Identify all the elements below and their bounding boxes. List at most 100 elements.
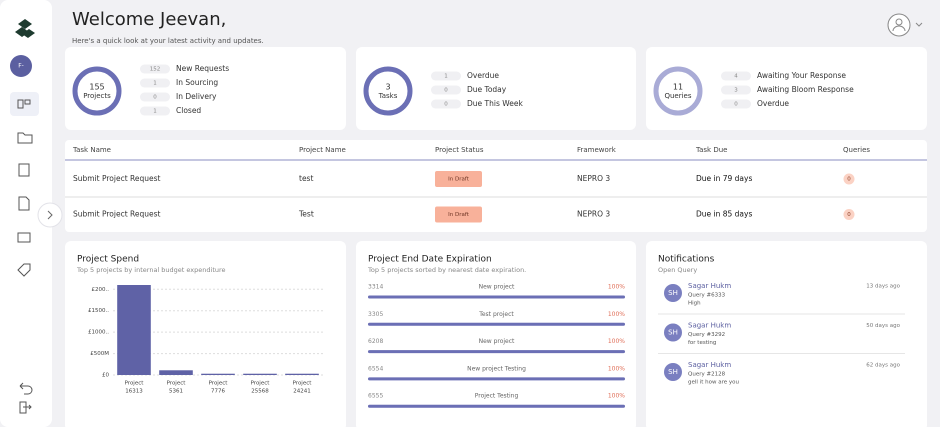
timestamp: 62 days ago bbox=[866, 363, 900, 369]
progress-bar bbox=[368, 350, 625, 354]
x-tick-label: 24241 bbox=[293, 389, 311, 395]
card-title: Project End Date Expiration bbox=[368, 255, 492, 265]
bar bbox=[201, 373, 235, 375]
ring-label: Tasks bbox=[378, 92, 398, 100]
card-subtitle: Top 5 projects by internal budget expend… bbox=[76, 266, 226, 274]
percent-label: 100% bbox=[608, 284, 625, 291]
project-name: New project bbox=[479, 338, 515, 345]
count-pill bbox=[140, 78, 170, 88]
nav-tasks[interactable] bbox=[18, 163, 30, 177]
count-pill bbox=[721, 85, 751, 95]
nav-dashboard[interactable] bbox=[17, 99, 24, 109]
cell: NEPRO 3 bbox=[577, 174, 610, 183]
card-queries bbox=[646, 47, 927, 130]
card-projects bbox=[65, 47, 346, 130]
x-tick-label: Project bbox=[209, 381, 229, 387]
card-subtitle: Top 5 projects sorted by nearest date ex… bbox=[367, 266, 526, 274]
ring-count: 3 bbox=[385, 83, 390, 92]
query-badge bbox=[843, 209, 855, 220]
cell: test bbox=[299, 174, 313, 183]
project-id: 3305 bbox=[368, 311, 383, 318]
project-id: 6555 bbox=[368, 393, 383, 400]
bar bbox=[117, 285, 151, 375]
y-tick-label: £1500.. bbox=[88, 308, 109, 314]
profile-chevron[interactable] bbox=[915, 22, 923, 27]
progress-bar bbox=[368, 377, 625, 381]
column-header: Task Name bbox=[72, 146, 111, 154]
query-count: 0 bbox=[847, 177, 851, 183]
toggle-chevron bbox=[47, 210, 53, 220]
profile-icon bbox=[895, 18, 903, 26]
cell: Due in 79 days bbox=[696, 174, 752, 183]
project-name: Project Testing bbox=[475, 393, 519, 400]
project-id: 3314 bbox=[368, 284, 383, 291]
status-text: In Draft bbox=[448, 212, 470, 218]
x-tick-label: Project bbox=[293, 381, 313, 387]
notification-avatar bbox=[664, 284, 682, 302]
y-tick-label: £200.. bbox=[92, 287, 110, 293]
avatar[interactable] bbox=[10, 55, 32, 77]
progress-bar bbox=[368, 404, 625, 408]
y-tick-label: £0 bbox=[102, 373, 109, 379]
column-header: Queries bbox=[843, 146, 870, 154]
notification-avatar bbox=[664, 323, 682, 342]
nav-documents[interactable] bbox=[18, 196, 30, 211]
sidebar-toggle[interactable] bbox=[37, 202, 63, 228]
cell: Test bbox=[298, 210, 314, 219]
page-subtitle: Here's a quick look at your latest activ… bbox=[72, 37, 264, 45]
nav-suppliers[interactable] bbox=[17, 232, 31, 243]
nav-tags[interactable] bbox=[17, 263, 31, 277]
x-tick-label: 25568 bbox=[251, 389, 269, 395]
cell: Due in 85 days bbox=[696, 210, 752, 219]
project-name: New project bbox=[479, 284, 515, 291]
query-message: for testing bbox=[688, 340, 716, 346]
column-header: Project Status bbox=[435, 146, 484, 154]
percent-label: 100% bbox=[608, 393, 625, 400]
progress-bar bbox=[368, 295, 625, 299]
card-notifications bbox=[646, 241, 927, 427]
x-tick-label: Project bbox=[125, 381, 145, 387]
percent-label: 100% bbox=[608, 338, 625, 345]
x-tick-label: 7776 bbox=[211, 389, 225, 395]
sender-name: Sagar Hukm bbox=[688, 322, 731, 330]
bar bbox=[243, 373, 277, 375]
item-count: 0 bbox=[153, 95, 157, 101]
project-name: Test project bbox=[478, 311, 514, 318]
card-subtitle: Open Query bbox=[658, 266, 697, 274]
card-title: Notifications bbox=[658, 255, 715, 265]
column-header: Project Name bbox=[299, 146, 346, 154]
item-label: In Delivery bbox=[176, 92, 217, 101]
ring-label: Queries bbox=[664, 92, 691, 100]
item-count: 1 bbox=[153, 81, 157, 87]
item-label: Due Today bbox=[467, 85, 507, 94]
x-tick-label: 16313 bbox=[125, 389, 143, 395]
avatar-initials: SH bbox=[668, 368, 678, 376]
count-pill bbox=[140, 92, 170, 102]
item-count: 1 bbox=[153, 109, 157, 115]
project-name: New project Testing bbox=[467, 365, 526, 372]
query-id: Query #2128 bbox=[688, 372, 726, 378]
timestamp: 13 days ago bbox=[866, 284, 900, 290]
nav-projects[interactable] bbox=[17, 132, 33, 144]
cell: Submit Project Request bbox=[73, 174, 161, 183]
x-tick-label: Project bbox=[251, 381, 271, 387]
ring-count: 155 bbox=[89, 83, 104, 92]
nav-back[interactable] bbox=[19, 382, 33, 395]
y-tick-label: £1000.. bbox=[88, 330, 109, 336]
nav-logout[interactable] bbox=[19, 401, 32, 414]
item-label: Closed bbox=[176, 106, 201, 115]
sender-name: Sagar Hukm bbox=[688, 361, 731, 369]
percent-label: 100% bbox=[608, 365, 625, 372]
item-label: New Requests bbox=[176, 64, 229, 73]
card-title: Project Spend bbox=[77, 255, 139, 265]
ring bbox=[653, 66, 703, 116]
count-pill bbox=[431, 71, 461, 81]
ring bbox=[363, 66, 413, 116]
ring-label: Projects bbox=[83, 92, 111, 100]
query-count: 0 bbox=[847, 212, 851, 218]
bar bbox=[159, 370, 193, 375]
query-id: Query #3292 bbox=[688, 332, 725, 338]
ring bbox=[72, 66, 122, 116]
avatar-initials: F- bbox=[18, 63, 24, 70]
